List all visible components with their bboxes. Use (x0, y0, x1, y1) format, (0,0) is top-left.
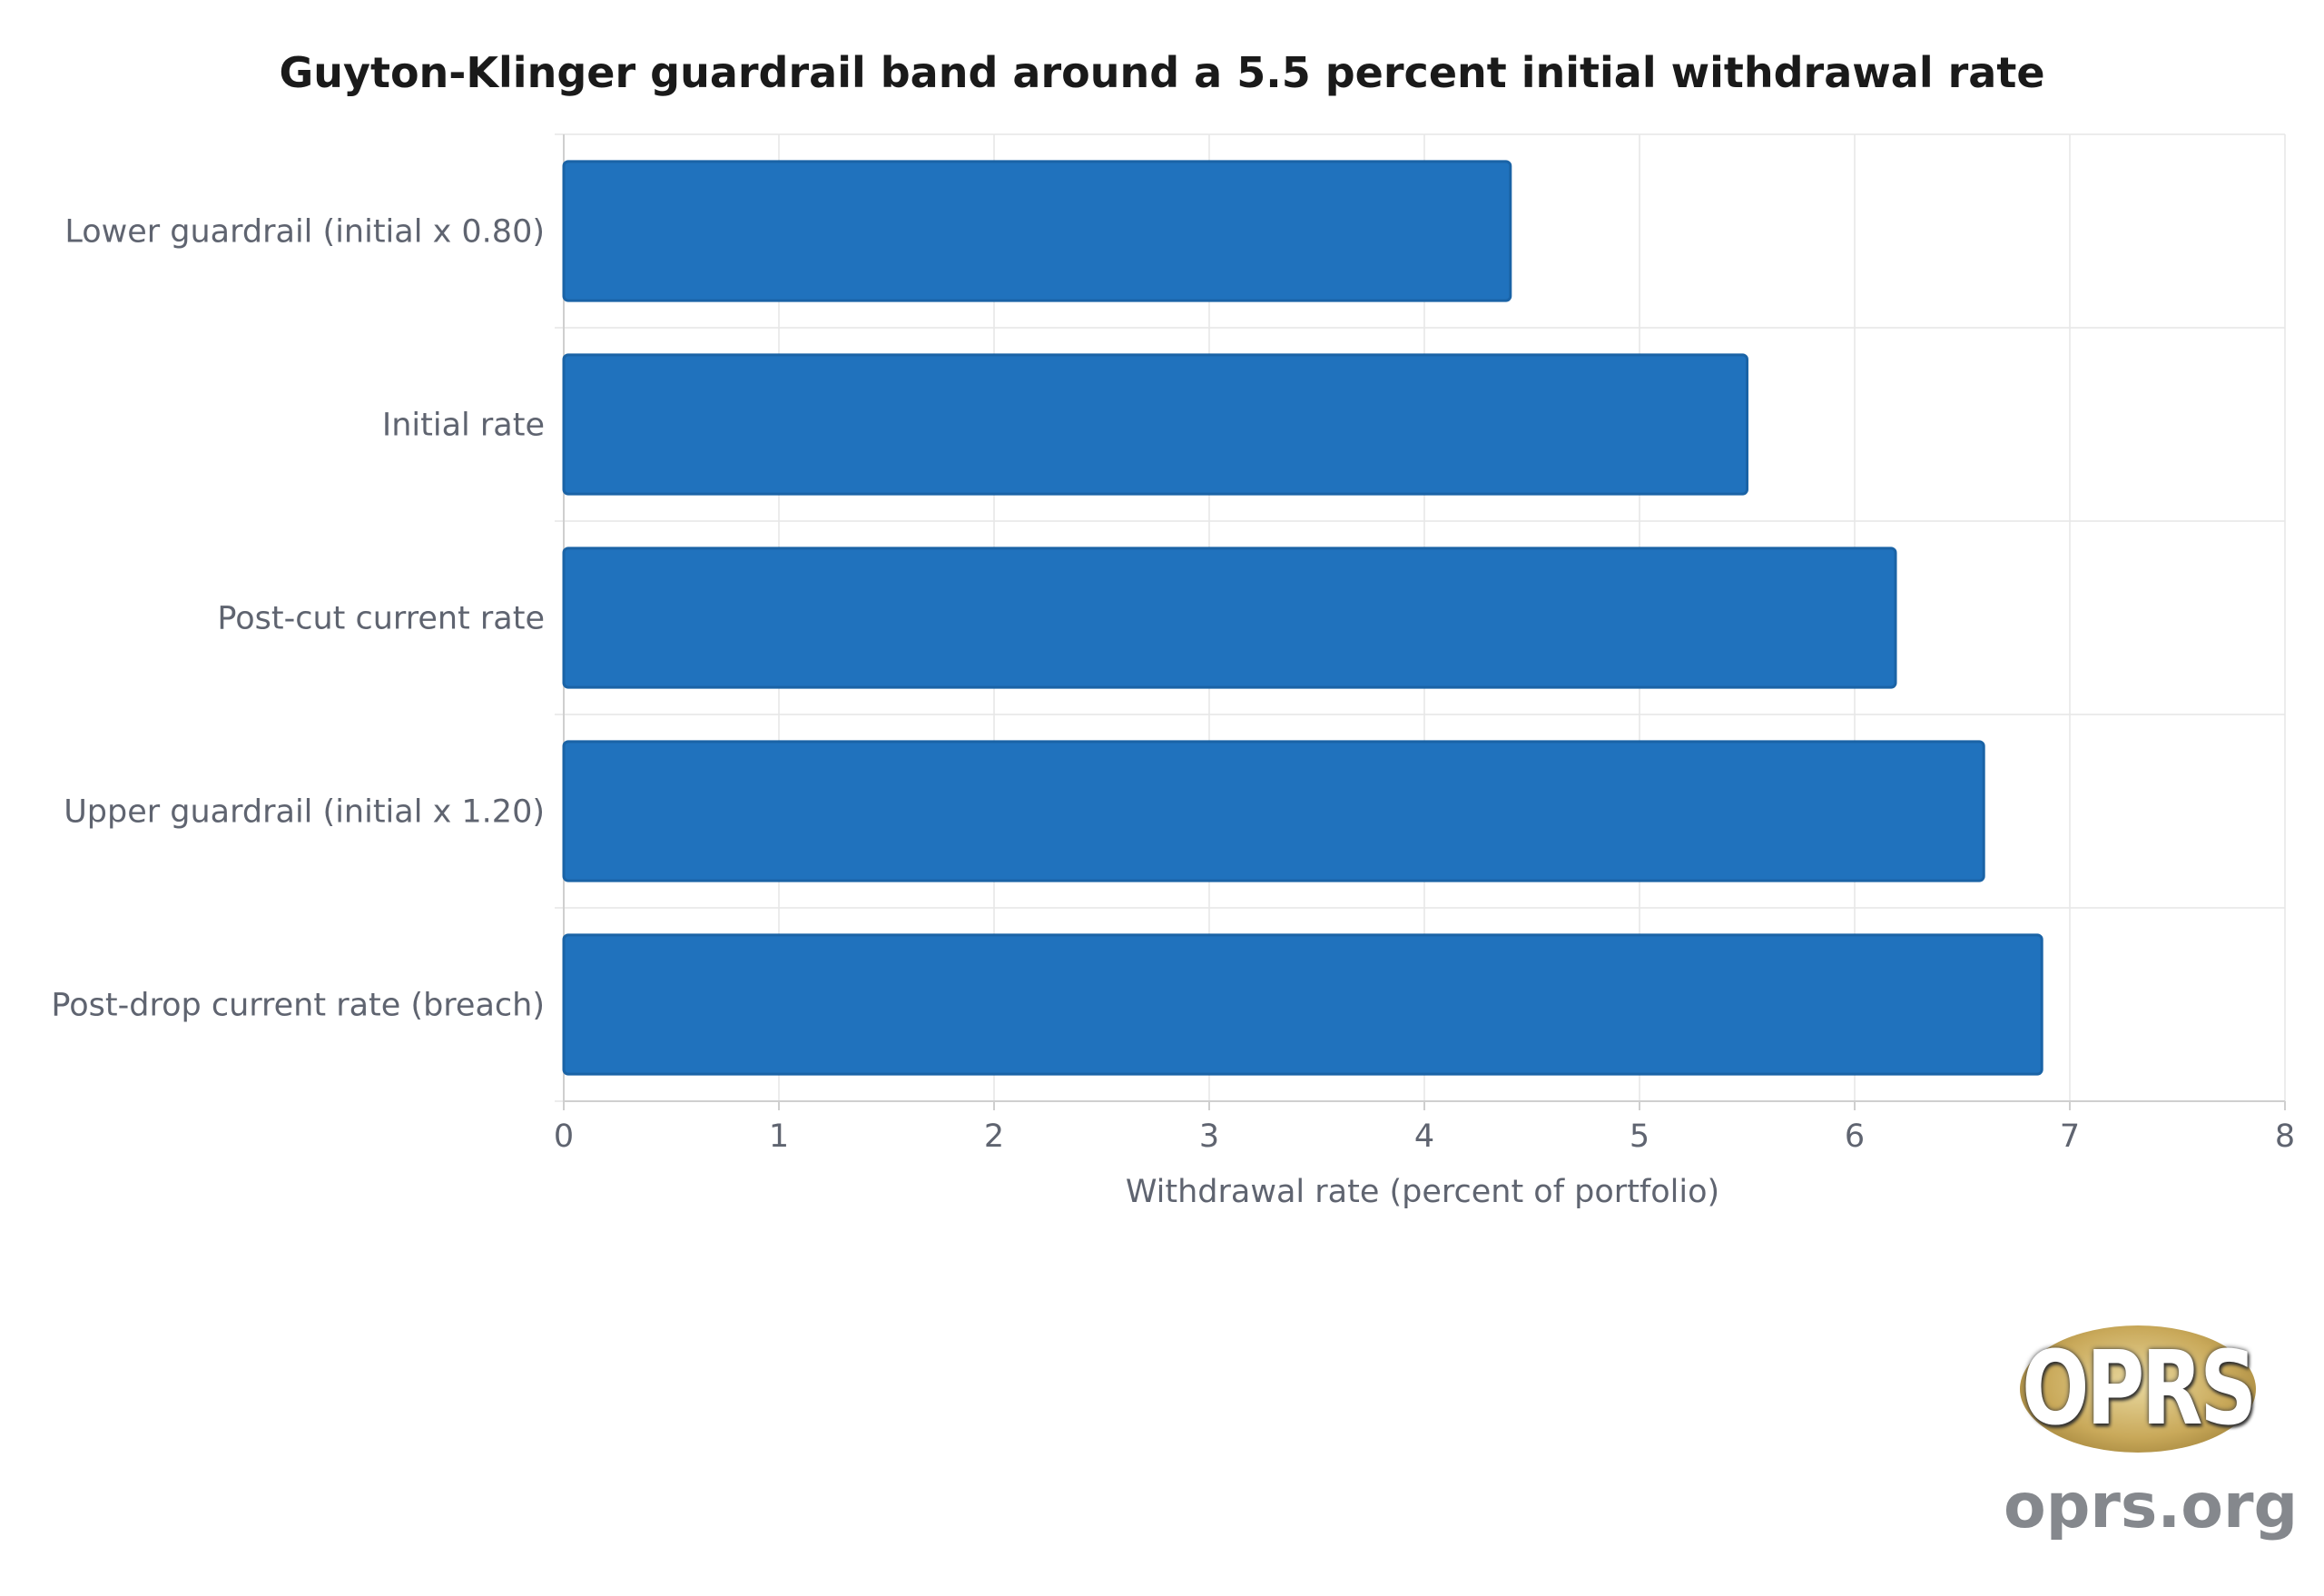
logo-url: oprs.org (2004, 1471, 2299, 1542)
chart-title: Guyton-Klinger guardrail band around a 5… (279, 48, 2044, 97)
logo-emblem: OPRS (2020, 1325, 2257, 1453)
bar (562, 160, 1512, 302)
x-tick-label: 1 (769, 1118, 789, 1155)
logo-word: OPRS (2022, 1330, 2257, 1448)
bar (562, 933, 2043, 1076)
x-axis: 0 1 2 3 4 5 6 7 8 (554, 1101, 2295, 1155)
x-axis-title: Withdrawal rate (percent of portfolio) (1126, 1174, 1719, 1210)
x-tick-label: 3 (1199, 1118, 1219, 1155)
bar (562, 740, 1985, 882)
category-label: Lower guardrail (initial x 0.80) (64, 214, 545, 251)
category-label: Post-cut current rate (217, 601, 545, 637)
x-tick-label: 5 (1630, 1118, 1649, 1155)
x-tick-label: 7 (2060, 1118, 2080, 1155)
category-labels: Lower guardrail (initial x 0.80) Initial … (51, 214, 545, 1024)
x-tick-label: 4 (1414, 1118, 1434, 1155)
bar (562, 353, 1748, 496)
category-label: Upper guardrail (initial x 1.20) (64, 794, 545, 831)
oprs-logo: OPRS oprs.org (1993, 1298, 2299, 1571)
bars (562, 160, 2043, 1076)
x-tick-label: 2 (984, 1118, 1004, 1155)
x-tick-label: 0 (554, 1118, 574, 1155)
category-label: Post-drop current rate (breach) (51, 988, 545, 1024)
x-tick-label: 8 (2275, 1118, 2295, 1155)
x-tick-label: 6 (1845, 1118, 1865, 1155)
bar (562, 547, 1897, 689)
category-label: Initial rate (382, 408, 545, 444)
